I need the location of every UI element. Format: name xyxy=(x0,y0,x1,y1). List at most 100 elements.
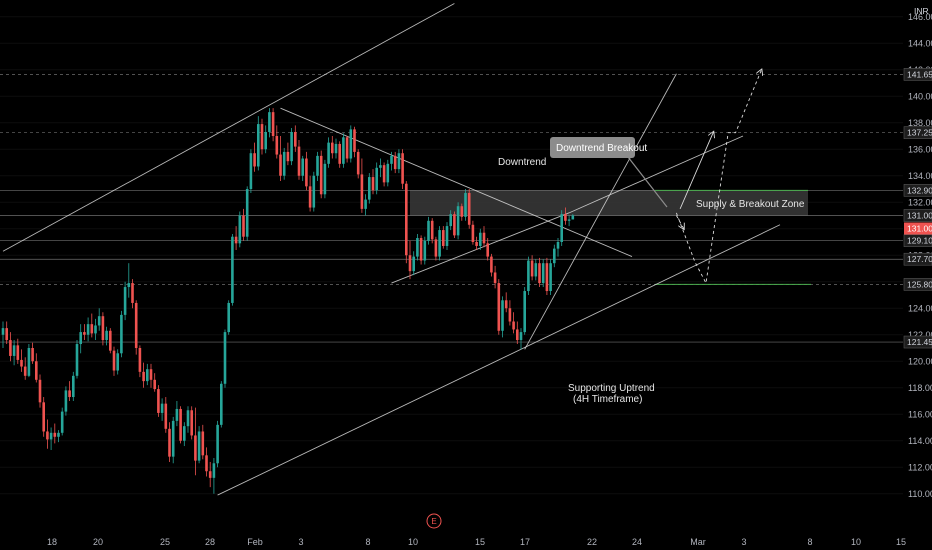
candle-body-16 xyxy=(60,411,64,433)
candle-79 xyxy=(294,125,297,152)
candle-57 xyxy=(212,457,216,494)
candle-142 xyxy=(527,256,530,295)
candle-body-107 xyxy=(397,153,401,170)
candle-101 xyxy=(375,162,378,195)
time-tick-8: 15 xyxy=(475,537,485,547)
time-axis[interactable]: 18 20 25 28 Feb 3 8 10 15 17 22 24 Mar 3 8 10 15 xyxy=(47,537,906,547)
candle-body-93 xyxy=(345,137,349,159)
candle-75 xyxy=(279,136,282,182)
candle-98 xyxy=(364,194,367,216)
candle-body-126 xyxy=(467,192,471,225)
candle-body-95 xyxy=(353,129,356,152)
candle-28 xyxy=(105,326,108,346)
candle-body-141 xyxy=(523,291,526,333)
candle-body-48 xyxy=(179,408,182,441)
candle-body-23 xyxy=(86,324,90,335)
candle-body-147 xyxy=(545,263,549,292)
candle-body-99 xyxy=(368,177,371,200)
candle-40 xyxy=(149,363,153,388)
last-price-box xyxy=(904,222,932,235)
candle-body-20 xyxy=(75,344,79,376)
candle-10 xyxy=(38,374,42,408)
candle-95 xyxy=(353,126,356,158)
time-tick-12: Mar xyxy=(690,537,706,547)
candle-68 xyxy=(253,142,256,172)
candle-body-58 xyxy=(216,424,219,464)
candle-body-104 xyxy=(386,163,390,183)
candle-body-55 xyxy=(205,455,208,472)
candle-50 xyxy=(186,406,190,433)
candle-42 xyxy=(157,385,160,417)
candle-1 xyxy=(5,321,8,345)
candle-32 xyxy=(120,310,123,358)
candle-body-51 xyxy=(190,410,193,436)
candle-84 xyxy=(312,171,316,212)
candle-body-105 xyxy=(390,155,393,164)
candle-125 xyxy=(464,189,467,221)
candle-body-119 xyxy=(442,230,445,246)
candle-63 xyxy=(234,226,238,250)
price-tag-text: 137.25 xyxy=(907,128,932,138)
candle-body-42 xyxy=(157,389,160,413)
currency-label: INR xyxy=(914,6,929,16)
candle-body-1 xyxy=(5,328,8,341)
candle-body-72 xyxy=(268,112,271,133)
candle-body-70 xyxy=(260,124,264,150)
candle-body-2 xyxy=(9,340,12,356)
candle-body-82 xyxy=(305,158,308,187)
candle-body-151 xyxy=(560,214,563,242)
candle-30 xyxy=(112,346,116,376)
candle-body-136 xyxy=(504,300,508,309)
candle-14 xyxy=(53,423,57,444)
candle-138 xyxy=(512,312,515,334)
price-tick-120.00: 120.00 xyxy=(908,356,932,366)
candle-85 xyxy=(316,151,319,182)
candle-41 xyxy=(153,373,156,392)
price-axis[interactable]: 110.00 112.00 114.00 116.00 118.00 120.00 122.… xyxy=(903,0,932,550)
candle-77 xyxy=(286,142,290,166)
candlestick-series xyxy=(1,108,575,494)
candle-body-24 xyxy=(90,324,94,334)
candle-65 xyxy=(242,208,245,241)
candle-body-35 xyxy=(131,283,134,303)
supply-zone-label: Supply & Breakout Zone xyxy=(696,199,805,210)
candle-body-146 xyxy=(541,263,545,284)
earnings-event-marker[interactable]: E xyxy=(426,513,442,529)
price-tag-box xyxy=(903,184,932,197)
downtrend-breakout-label: Downtrend Breakout xyxy=(556,143,647,154)
price-tick-114.00: 114.00 xyxy=(908,436,932,446)
candle-97 xyxy=(360,158,364,213)
candle-body-100 xyxy=(371,177,375,191)
price-tick-110.00: 110.00 xyxy=(908,489,932,499)
candle-113 xyxy=(419,235,423,265)
candle-8 xyxy=(31,342,34,364)
candle-55 xyxy=(205,447,208,477)
trendline-lower-channel xyxy=(217,224,781,496)
candle-13 xyxy=(49,427,53,451)
candle-body-133 xyxy=(493,272,497,284)
candle-body-132 xyxy=(490,256,493,273)
price-tag-132.90: 132.90 xyxy=(903,184,932,197)
candle-17 xyxy=(64,386,68,416)
candle-59 xyxy=(220,381,223,428)
candle-body-74 xyxy=(275,136,279,155)
time-tick-6: 8 xyxy=(365,537,370,547)
candle-102 xyxy=(379,158,382,178)
candle-117 xyxy=(434,236,438,261)
candle-73 xyxy=(271,108,275,142)
candle-34 xyxy=(127,263,131,298)
candle-20 xyxy=(75,340,79,379)
candle-body-4 xyxy=(16,345,20,360)
candle-body-145 xyxy=(538,263,541,284)
candle-52 xyxy=(194,407,197,476)
time-tick-7: 10 xyxy=(408,537,418,547)
price-axis-bg xyxy=(903,0,932,550)
candle-body-27 xyxy=(101,316,105,341)
price-tag-text: 141.65 xyxy=(907,69,932,79)
candle-24 xyxy=(90,313,94,338)
price-tag-box xyxy=(903,234,932,247)
candle-145 xyxy=(538,257,541,288)
time-tick-16: 15 xyxy=(896,537,906,547)
candle-body-9 xyxy=(35,361,38,380)
